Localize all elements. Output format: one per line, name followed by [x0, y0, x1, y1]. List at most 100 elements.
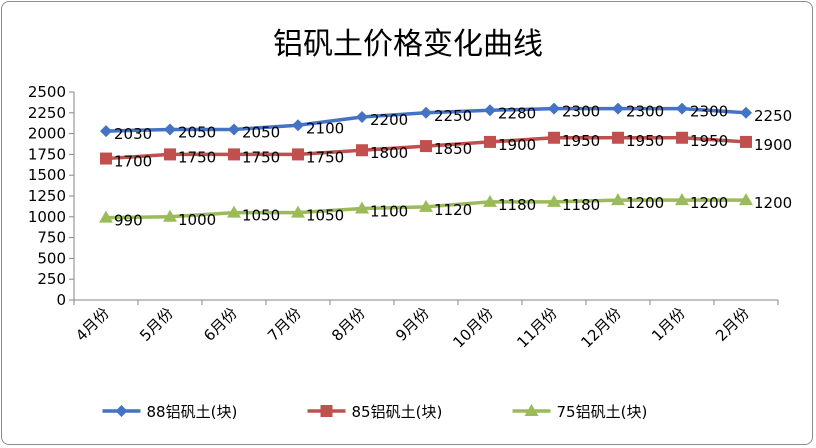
x-tick-label: 11月份 — [513, 304, 560, 351]
data-point-3 — [99, 210, 113, 223]
data-label-2: 1750 — [306, 148, 344, 166]
legend-marker-2 — [320, 405, 333, 417]
data-label-3: 990 — [114, 212, 143, 230]
x-tick-label: 7月份 — [264, 304, 305, 345]
data-point-1 — [356, 110, 368, 123]
data-point-1 — [292, 119, 304, 132]
x-tick-label: 1月份 — [648, 304, 689, 345]
data-point-2 — [676, 131, 688, 144]
data-label-1: 2050 — [178, 123, 216, 141]
x-tick-label: 4月份 — [72, 304, 113, 345]
data-label-1: 2030 — [114, 125, 152, 143]
data-point-3 — [611, 193, 625, 206]
data-point-2 — [228, 148, 240, 161]
data-label-2: 1800 — [370, 144, 408, 162]
data-point-2 — [548, 131, 560, 144]
data-point-1 — [228, 123, 240, 136]
legend-label-3: 75铝矾土(块) — [557, 403, 648, 421]
legend-label-1: 88铝矾土(块) — [147, 403, 238, 421]
data-point-2 — [100, 152, 112, 165]
x-tick-label: 9月份 — [392, 304, 433, 345]
axes — [69, 91, 779, 305]
data-point-1 — [164, 123, 176, 136]
data-label-1: 2200 — [370, 111, 408, 129]
data-point-3 — [739, 193, 753, 206]
data-label-3: 1120 — [434, 201, 472, 219]
data-point-1 — [676, 102, 688, 115]
data-point-1 — [100, 125, 112, 138]
data-point-3 — [483, 194, 497, 207]
y-tick-label: 2000 — [28, 125, 66, 143]
data-label-1: 2100 — [306, 119, 344, 137]
data-point-3 — [163, 209, 177, 222]
data-point-3 — [291, 205, 305, 218]
data-label-1: 2300 — [690, 103, 728, 121]
data-label-2: 1950 — [562, 132, 600, 150]
data-point-3 — [227, 205, 241, 218]
legend-marker-1 — [115, 405, 128, 417]
data-label-2: 1700 — [114, 153, 152, 171]
data-label-2: 1750 — [242, 148, 280, 166]
data-label-3: 1180 — [562, 196, 600, 214]
legend-marker-3 — [524, 404, 539, 416]
data-label-2: 1900 — [498, 136, 536, 154]
legend-label-2: 85铝矾土(块) — [352, 403, 443, 421]
data-label-2: 1750 — [178, 148, 216, 166]
data-label-1: 2300 — [562, 103, 600, 121]
y-tick-label: 1250 — [28, 187, 66, 205]
data-point-3 — [675, 193, 689, 206]
data-label-1: 2280 — [498, 104, 536, 122]
chart-title: 铝矾土价格变化曲线 — [273, 27, 543, 62]
data-label-2: 1950 — [626, 132, 664, 150]
y-tick-labels: 0 250 500 750 1000 1250 1500 1750 2000 2250 2500 — [28, 83, 66, 309]
x-tick-label: 2月份 — [712, 304, 753, 345]
x-tick-label: 8月份 — [328, 304, 369, 345]
y-tick-label: 250 — [37, 270, 66, 288]
y-tick-label: 1500 — [28, 166, 66, 184]
data-point-1 — [548, 102, 560, 115]
data-label-3: 1000 — [178, 211, 216, 229]
data-labels: 2030 2050 2050 2100 2200 2250 2280 2300 2300 2300… — [114, 103, 792, 230]
data-point-1 — [484, 104, 496, 117]
y-tick-label: 0 — [56, 291, 66, 309]
data-point-1 — [740, 106, 752, 119]
data-point-2 — [612, 131, 624, 144]
data-label-2: 1850 — [434, 140, 472, 158]
legend: 88铝矾土(块) 85铝矾土(块) 75铝矾土(块) — [102, 403, 648, 421]
x-tick-labels: 4月份 5月份 6月份 7月份 8月份 9月份 10月份 11月份 12月份 1月份 2月份 — [72, 304, 753, 351]
data-label-1: 2250 — [434, 107, 472, 125]
data-label-3: 1200 — [754, 194, 792, 212]
data-label-1: 2250 — [754, 107, 792, 125]
data-label-3: 1200 — [626, 194, 664, 212]
data-label-3: 1100 — [370, 202, 408, 220]
data-point-3 — [355, 201, 369, 214]
data-point-1 — [420, 106, 432, 119]
x-tick-label: 12月份 — [577, 304, 624, 351]
data-point-2 — [420, 140, 432, 153]
y-tick-label: 750 — [37, 229, 66, 247]
data-label-3: 1200 — [690, 194, 728, 212]
series-markers — [99, 102, 753, 223]
data-label-3: 1050 — [306, 207, 344, 225]
y-tick-label: 500 — [37, 249, 66, 267]
data-point-2 — [740, 135, 752, 148]
data-point-1 — [612, 102, 624, 115]
y-tick-label: 2500 — [28, 83, 66, 101]
x-tick-label: 6月份 — [200, 304, 241, 345]
data-label-1: 2300 — [626, 103, 664, 121]
y-tick-label: 2250 — [28, 104, 66, 122]
data-label-3: 1180 — [498, 196, 536, 214]
x-tick-label: 5月份 — [136, 304, 177, 345]
data-label-2: 1950 — [690, 132, 728, 150]
x-tick-label: 10月份 — [449, 304, 496, 351]
y-tick-label: 1750 — [28, 145, 66, 163]
data-label-1: 2050 — [242, 123, 280, 141]
data-point-3 — [419, 199, 433, 212]
data-point-2 — [356, 144, 368, 157]
data-point-3 — [547, 194, 561, 207]
data-point-2 — [164, 148, 176, 161]
data-point-2 — [292, 148, 304, 161]
data-point-2 — [484, 135, 496, 148]
